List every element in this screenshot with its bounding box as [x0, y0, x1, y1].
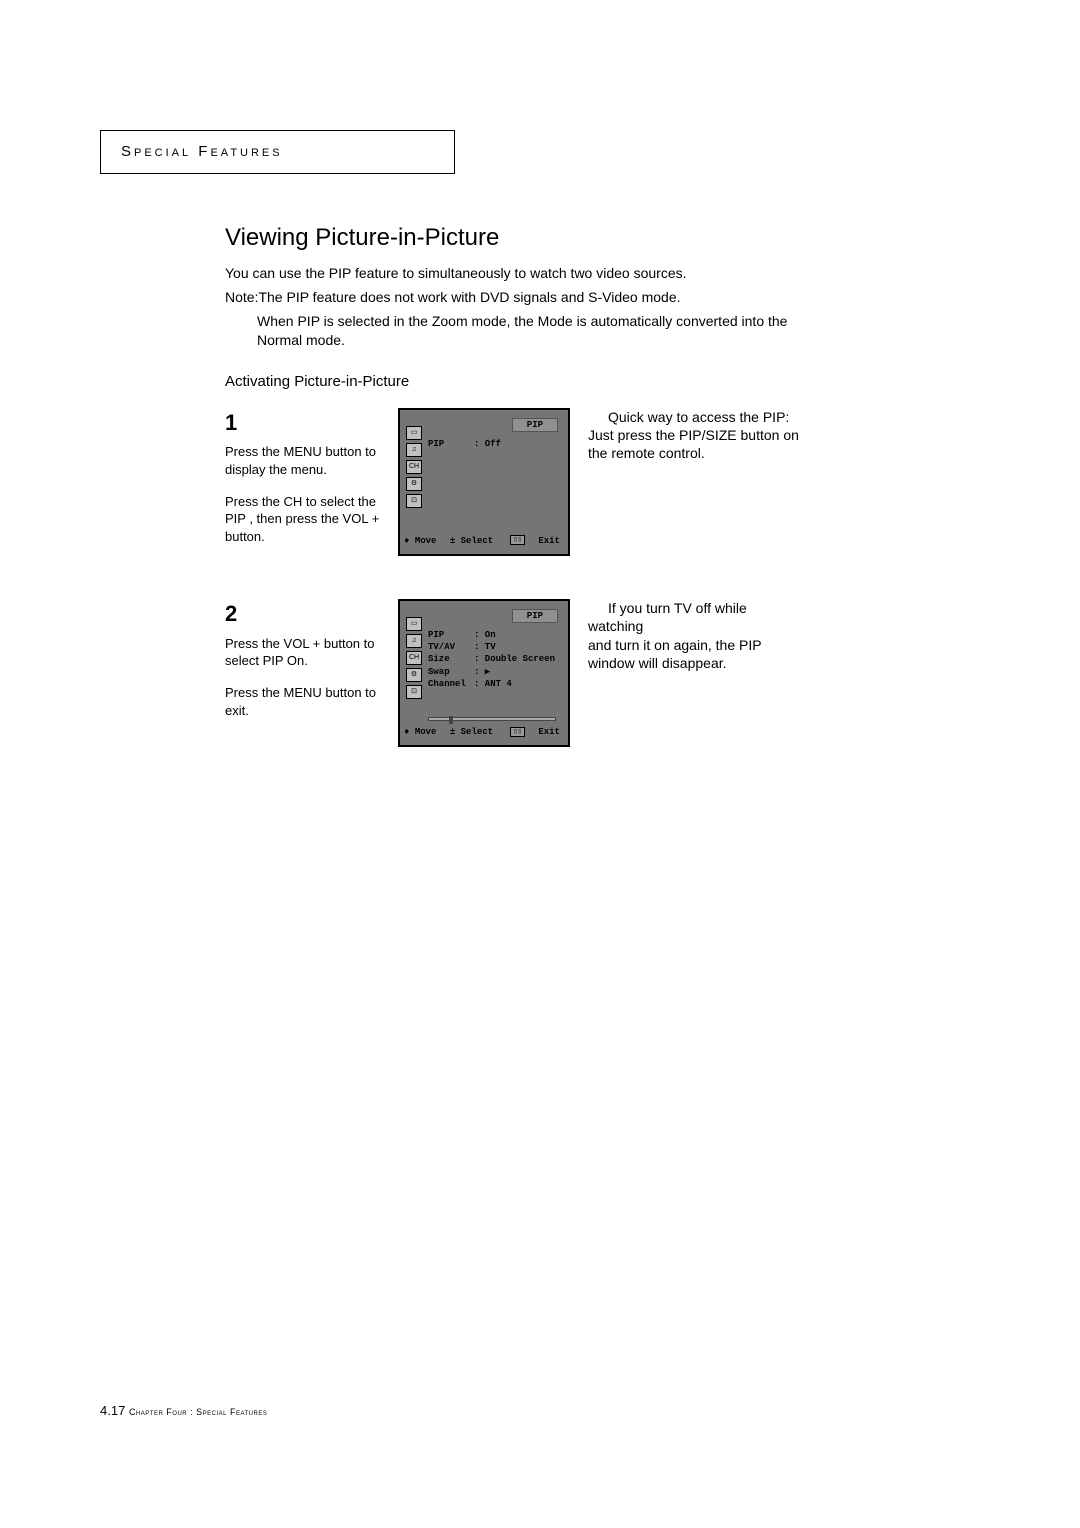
exit-icon: ▯▯: [510, 535, 524, 545]
osd-2-header: PIP: [512, 609, 558, 623]
footer-chapter: Chapter Four : Special Features: [129, 1407, 267, 1417]
osd-1-select: ± Select: [450, 536, 493, 546]
osd-pip-icon: ⊡: [406, 685, 422, 699]
step-1-p1-b: MENU: [284, 444, 326, 459]
step-2-p2-b: MENU: [284, 685, 326, 700]
osd-2-row-4-value: : ANT 4: [474, 678, 512, 690]
osd-2-row-2: Size : Double Screen: [428, 653, 555, 665]
osd-screen-1: ▭ ♫ CH ⚙ ⊡ PIP PIP : Off ♦ Move ± Select: [398, 408, 570, 556]
osd-2-row-4-label: Channel: [428, 678, 474, 690]
step-2-text: 2 Press the VOL + button to select PIP O…: [225, 599, 380, 733]
osd-channel-icon: CH: [406, 651, 422, 665]
osd-2-row-0: PIP : On: [428, 629, 555, 641]
osd-2-row-3-value: : ▶: [474, 666, 490, 678]
osd-2-row-0-value: : On: [474, 629, 496, 641]
chapter-header-box: Special Features: [100, 130, 455, 174]
osd-1-row-0-value: : Off: [474, 438, 501, 450]
osd-2-body: PIP : On TV/AV : TV Size : Double Screen…: [428, 629, 555, 690]
osd-sound-icon: ♫: [406, 443, 422, 457]
osd-picture-icon: ▭: [406, 426, 422, 440]
tip-1: Quick way to access the PIP: Just press …: [588, 408, 803, 463]
osd-2-row-1-label: TV/AV: [428, 641, 474, 653]
step-1-para-2: Press the CH to select the PIP , then pr…: [225, 493, 380, 546]
intro-line-1: You can use the PIP feature to simultane…: [225, 264, 980, 282]
osd-picture-icon: ▭: [406, 617, 422, 631]
osd-1-row-0-label: PIP: [428, 438, 474, 450]
step-1-row: 1 Press the MENU button to display the m…: [225, 408, 980, 559]
osd-2-row-0-label: PIP: [428, 629, 474, 641]
tip-2: If you turn TV off while watching and tu…: [588, 599, 803, 672]
osd-2-row-2-label: Size: [428, 653, 474, 665]
osd-2-row-1: TV/AV : TV: [428, 641, 555, 653]
osd-2-slider-knob: [449, 716, 453, 724]
osd-1-exit-wrap: ▯▯ Exit: [506, 536, 563, 546]
tip-2-rest: and turn it on again, the PIP window wil…: [588, 636, 803, 672]
step-1-p2-b: CH: [284, 494, 306, 509]
osd-1-header: PIP: [512, 418, 558, 432]
page-container: Special Features Viewing Picture-in-Pict…: [0, 0, 1080, 747]
osd-channel-icon: CH: [406, 460, 422, 474]
osd-2-icon-column: ▭ ♫ CH ⚙ ⊡: [406, 617, 422, 699]
tip-2-first: If you turn TV off while watching: [588, 599, 803, 635]
page-number: 4.17: [100, 1403, 125, 1418]
osd-sound-icon: ♫: [406, 634, 422, 648]
osd-2-select: ± Select: [450, 727, 493, 737]
step-2-para-1: Press the VOL + button to select PIP On.: [225, 635, 380, 670]
osd-1-move: ♦ Move: [404, 536, 436, 546]
page-title: Viewing Picture-in-Picture: [225, 224, 980, 252]
indent-note: When PIP is selected in the Zoom mode, t…: [257, 312, 817, 348]
osd-function-icon: ⚙: [406, 477, 422, 491]
step-2-p1-a: Press the: [225, 636, 284, 651]
osd-1-exit: Exit: [538, 536, 560, 546]
tip-1-rest: Just press the PIP/SIZE button on the re…: [588, 426, 803, 462]
intro-line-2: Note:The PIP feature does not work with …: [225, 288, 980, 306]
main-content: Viewing Picture-in-Picture You can use t…: [225, 224, 980, 747]
osd-function-icon: ⚙: [406, 668, 422, 682]
step-1-p1-a: Press the: [225, 444, 284, 459]
osd-2-exit-wrap: ▯▯ Exit: [506, 727, 563, 737]
osd-2-footer: ♦ Move ± Select ▯▯ Exit: [400, 727, 568, 737]
step-1-para-1: Press the MENU button to display the men…: [225, 443, 380, 478]
step-1-text: 1 Press the MENU button to display the m…: [225, 408, 380, 559]
osd-2-move: ♦ Move: [404, 727, 436, 737]
page-footer: 4.17 Chapter Four : Special Features: [100, 1403, 267, 1418]
osd-1-row-0: PIP : Off: [428, 438, 501, 450]
osd-2-slider: [428, 717, 556, 721]
subtitle: Activating Picture-in-Picture: [225, 373, 980, 390]
step-2-para-2: Press the MENU button to exit.: [225, 684, 380, 719]
tip-1-first: Quick way to access the PIP:: [588, 408, 803, 426]
osd-2-row-3: Swap : ▶: [428, 666, 555, 678]
osd-2-row-1-value: : TV: [474, 641, 496, 653]
osd-1-footer: ♦ Move ± Select ▯▯ Exit: [400, 535, 568, 545]
step-1-p2-a: Press the: [225, 494, 284, 509]
osd-1-icon-column: ▭ ♫ CH ⚙ ⊡: [406, 426, 422, 508]
step-2-row: 2 Press the VOL + button to select PIP O…: [225, 599, 980, 747]
step-2-p2-a: Press the: [225, 685, 284, 700]
step-1-num: 1: [225, 408, 380, 438]
exit-icon: ▯▯: [510, 727, 524, 737]
osd-2-row-2-value: : Double Screen: [474, 653, 555, 665]
step-2-num: 2: [225, 599, 380, 629]
osd-2-row-4: Channel : ANT 4: [428, 678, 555, 690]
osd-2-row-3-label: Swap: [428, 666, 474, 678]
osd-1-body: PIP : Off: [428, 438, 501, 450]
chapter-label: Special Features: [121, 143, 283, 160]
osd-screen-2: ▭ ♫ CH ⚙ ⊡ PIP PIP : On TV/AV : TV: [398, 599, 570, 747]
osd-2-exit: Exit: [538, 727, 560, 737]
osd-pip-icon: ⊡: [406, 494, 422, 508]
step-2-p1-b: VOL +: [284, 636, 324, 651]
